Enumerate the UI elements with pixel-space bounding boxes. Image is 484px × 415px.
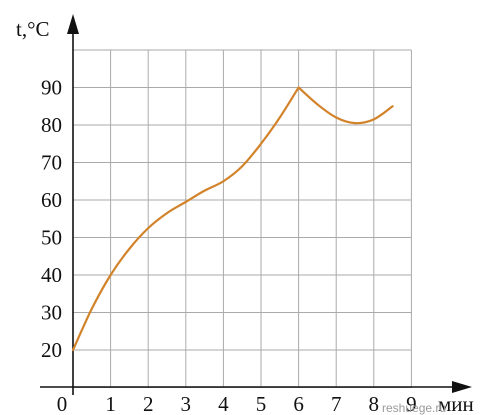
x-tick-label: 9	[406, 392, 417, 415]
x-tick-label: 7	[331, 392, 342, 415]
x-tick-label: 4	[218, 392, 229, 415]
x-tick-label: 3	[181, 392, 192, 415]
axes	[40, 14, 472, 395]
x-axis-label: мин	[438, 392, 474, 415]
y-tick-label: 30	[41, 301, 62, 325]
x-axis-arrow	[452, 381, 472, 393]
x-tick-label: 8	[369, 392, 380, 415]
y-tick-label: 40	[41, 263, 62, 287]
y-axis-arrow	[67, 14, 79, 34]
y-tick-label: 20	[41, 338, 62, 362]
y-tick-label: 90	[41, 76, 62, 100]
watermark: reshuege.ru	[382, 401, 446, 415]
x-tick-label: 1	[105, 392, 116, 415]
temperature-series-line	[71, 86, 394, 352]
y-axis-label: t,°C	[16, 17, 50, 41]
y-tick-label: 80	[41, 113, 62, 137]
y-tick-label: 70	[41, 151, 62, 175]
y-tick-label: 50	[41, 226, 62, 250]
x-tick-label: 0	[57, 392, 68, 415]
y-tick-label: 60	[41, 188, 62, 212]
x-tick-label: 5	[256, 392, 267, 415]
grid	[73, 49, 412, 388]
tick-labels: 0 1 2 3 4 5 6 7 8 9 20 30 40 50 60 70 80 90	[41, 76, 417, 415]
x-tick-label: 2	[143, 392, 154, 415]
x-tick-label: 6	[293, 392, 304, 415]
